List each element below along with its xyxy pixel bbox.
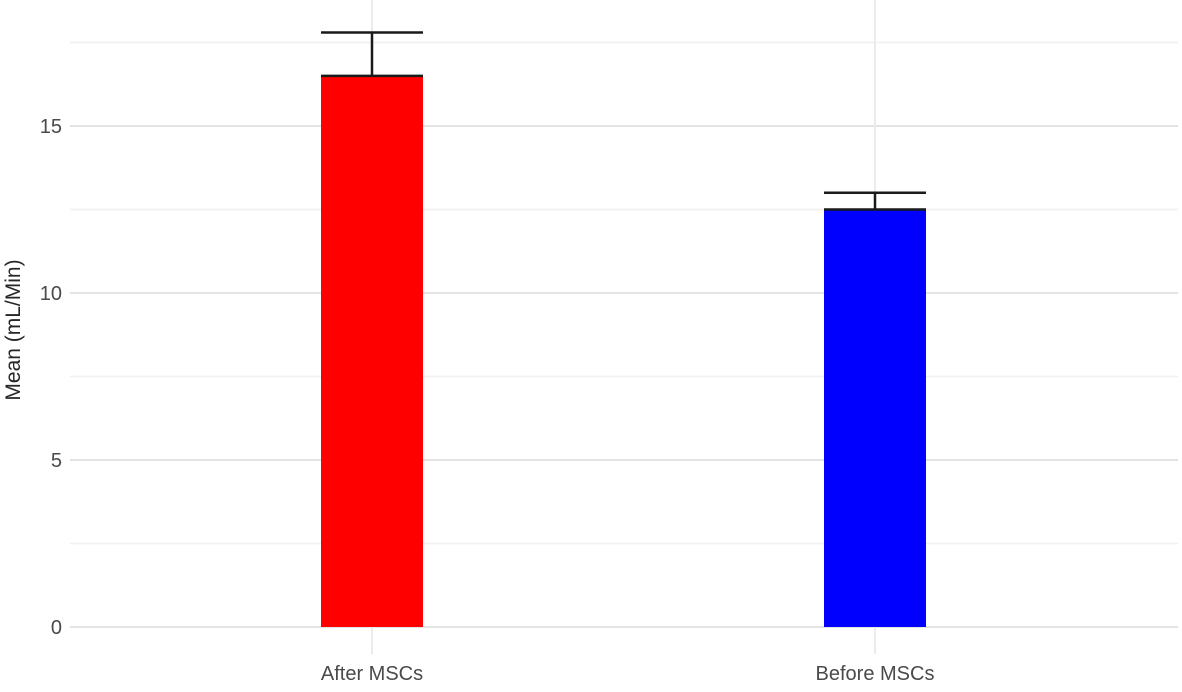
- y-tick-label: 0: [51, 617, 62, 639]
- x-category-label: After MSCs: [321, 663, 423, 685]
- y-tick-label: 5: [51, 450, 62, 472]
- y-tick-label: 10: [40, 283, 62, 305]
- y-tick-label: 15: [40, 116, 62, 138]
- bar-after-mscs: [321, 75, 423, 627]
- bar-before-mscs: [824, 209, 926, 627]
- x-category-label: Before MSCs: [816, 663, 935, 685]
- y-axis-title: Mean (mL/Min): [2, 259, 25, 400]
